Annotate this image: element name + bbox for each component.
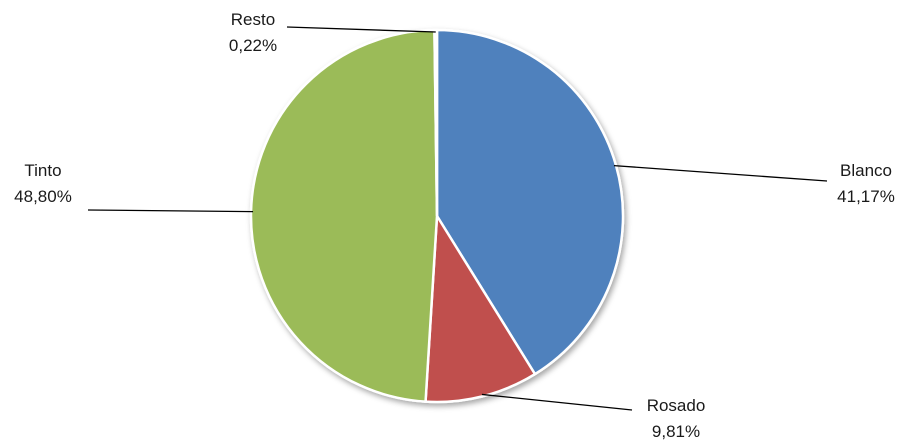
leader-line-rosado — [481, 393, 633, 411]
leader-line-blanco — [613, 164, 828, 182]
pie-slice-tinto — [249, 28, 439, 403]
data-label-blanco: Blanco 41,17% — [837, 161, 895, 206]
data-label-name: Blanco — [840, 161, 892, 180]
data-label-value: 0,22% — [229, 36, 277, 55]
data-label-name: Rosado — [647, 396, 706, 415]
leader-line-resto — [286, 26, 436, 33]
data-label-rosado: Rosado 9,81% — [647, 396, 706, 441]
data-label-resto: Resto 0,22% — [229, 10, 277, 55]
data-labels: Blanco 41,17% Rosado 9,81% Tinto 48,80% Resto 0… — [14, 10, 895, 441]
pie-slice-rosado — [424, 212, 537, 404]
data-label-value: 41,17% — [837, 187, 895, 206]
leader-lines — [87, 26, 828, 411]
data-label-name: Resto — [231, 10, 275, 29]
pie-slice-resto — [433, 28, 439, 217]
data-label-value: 9,81% — [652, 422, 700, 441]
leader-line-tinto — [87, 209, 254, 213]
pie-slices — [249, 28, 625, 404]
data-label-tinto: Tinto 48,80% — [14, 161, 72, 206]
pie-slice-blanco — [435, 28, 625, 376]
data-label-name: Tinto — [24, 161, 61, 180]
data-label-value: 48,80% — [14, 187, 72, 206]
